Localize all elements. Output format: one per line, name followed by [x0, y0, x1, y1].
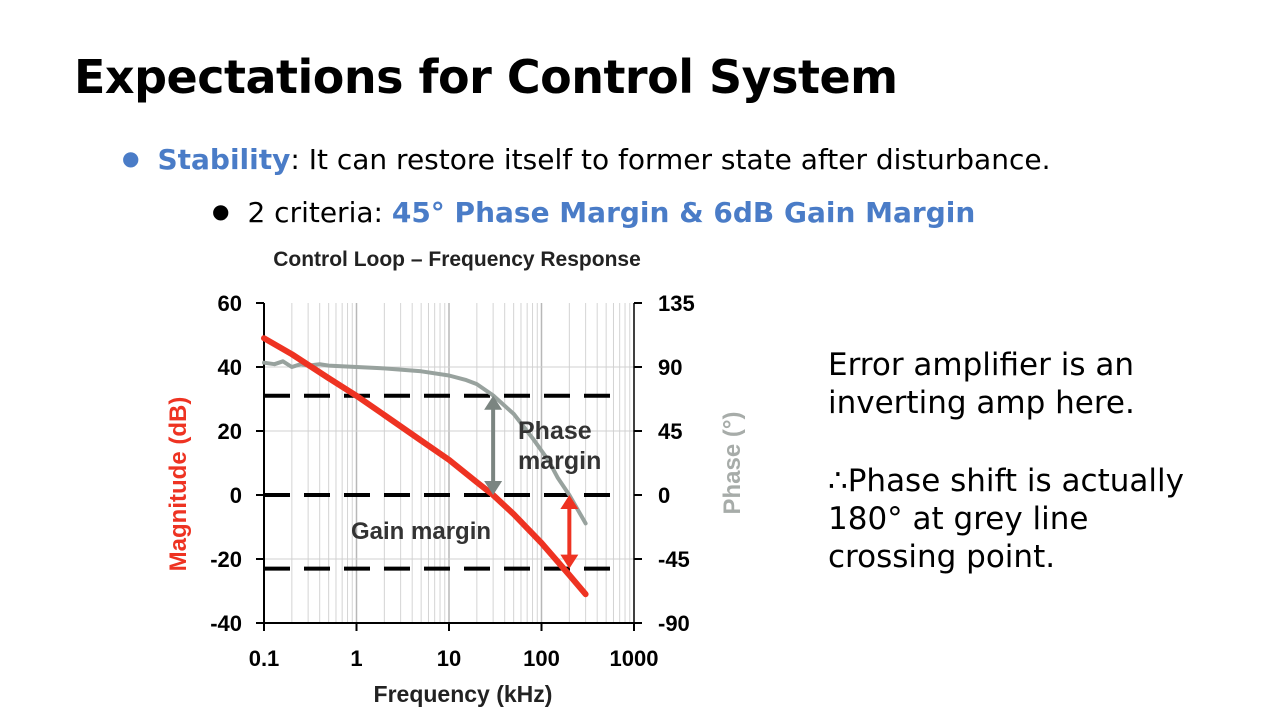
- bullet-icon: ●: [212, 199, 230, 223]
- y2-axis-label: Phase (°): [719, 412, 746, 515]
- gain-margin-arrow-head: [560, 554, 579, 569]
- y-axis-label: Magnitude (dB): [165, 397, 192, 572]
- x-tick-label: 10: [437, 646, 461, 671]
- phase-margin-label: margin: [518, 447, 601, 475]
- criteria-lead: 2 criteria:: [247, 196, 392, 229]
- x-tick-label: 0.1: [249, 646, 280, 671]
- note-line: 180° at grey line: [828, 501, 1089, 537]
- y-tick-label: 40: [218, 355, 242, 380]
- y-tick-label: 60: [218, 291, 242, 316]
- note-line: crossing point.: [828, 539, 1056, 575]
- stability-description: : It can restore itself to former state …: [290, 143, 1051, 176]
- note-line: ∴Phase shift is actually: [828, 463, 1184, 499]
- bullet-criteria: ● 2 criteria: 45° Phase Margin & 6dB Gain…: [212, 196, 975, 229]
- gain-margin-label: Gain margin: [351, 518, 491, 545]
- x-tick-label: 1: [350, 646, 362, 671]
- y2-tick-label: 45: [658, 419, 682, 444]
- slide-title: Expectations for Control System: [74, 50, 898, 104]
- bullet-icon: ●: [122, 146, 140, 170]
- y2-tick-label: 0: [658, 483, 670, 508]
- y2-tick-label: -45: [658, 547, 690, 572]
- note-line: inverting amp here.: [828, 385, 1135, 421]
- y-tick-label: 0: [230, 483, 242, 508]
- y2-tick-label: -90: [658, 611, 690, 636]
- criteria-highlight: 45° Phase Margin & 6dB Gain Margin: [391, 196, 976, 229]
- x-tick-label: 1000: [610, 646, 659, 671]
- y-tick-label: -40: [210, 611, 242, 636]
- chart-title: Control Loop – Frequency Response: [273, 248, 641, 271]
- note-inverting-amp: Error amplifier is an inverting amp here…: [828, 346, 1135, 422]
- magnitude-curve: [261, 335, 589, 598]
- y-tick-label: -20: [210, 547, 242, 572]
- phase-margin-label: Phase: [518, 417, 592, 445]
- y2-tick-label: 135: [658, 291, 695, 316]
- bullet-stability: ● Stability: It can restore itself to for…: [122, 143, 1050, 176]
- phase-margin-arrow-head: [484, 481, 503, 495]
- y2-tick-label: 90: [658, 355, 682, 380]
- x-tick-label: 100: [523, 646, 560, 671]
- phase-margin-arrow-head: [484, 395, 503, 410]
- x-axis-label: Frequency (kHz): [374, 681, 553, 707]
- stability-term: Stability: [157, 143, 291, 176]
- y-tick-label: 20: [218, 419, 242, 444]
- gain-margin-arrow-head: [560, 495, 579, 509]
- phase-curve: [262, 359, 588, 526]
- note-phase-shift: ∴Phase shift is actually 180° at grey li…: [828, 462, 1184, 576]
- note-line: Error amplifier is an: [828, 347, 1134, 383]
